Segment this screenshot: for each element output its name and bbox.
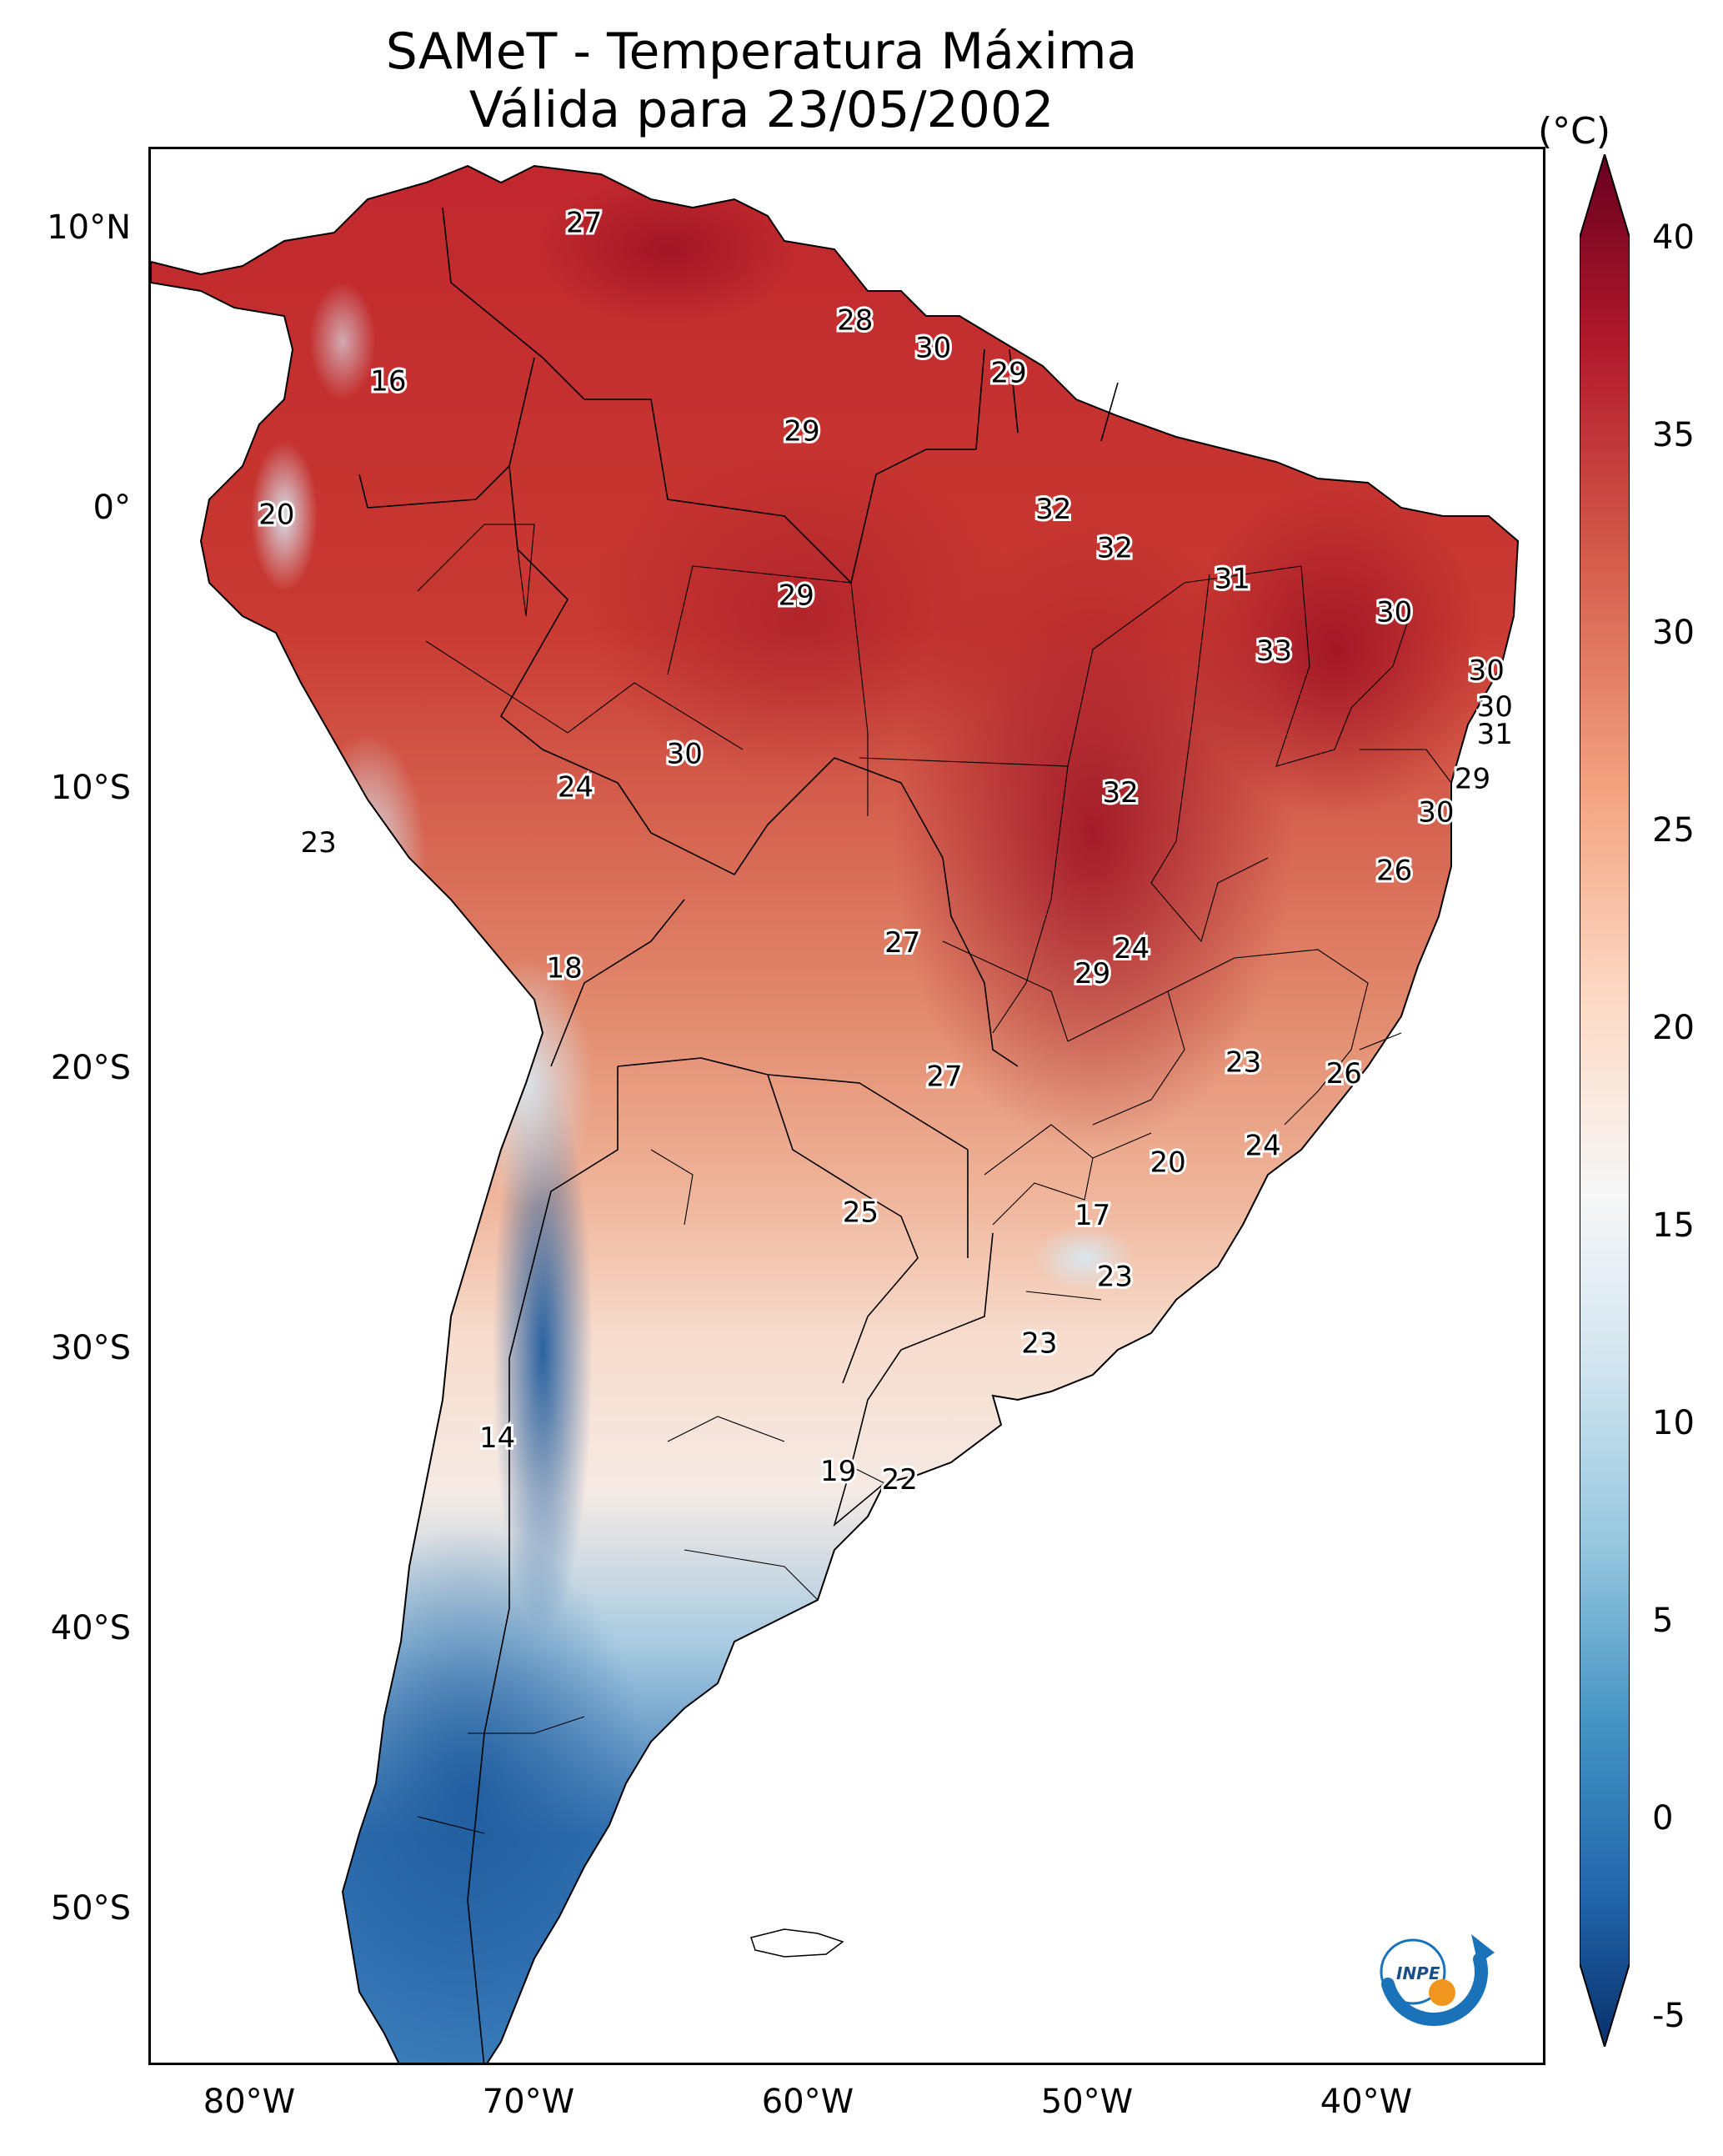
station-value-label: 30 xyxy=(1376,595,1412,629)
station-value-label: 31 xyxy=(1477,718,1513,751)
temperature-field xyxy=(151,166,1518,2063)
lon-label: 70°W xyxy=(482,2083,575,2121)
station-value-label: 18 xyxy=(546,951,582,985)
colorbar-tick-label: 30 xyxy=(1652,614,1695,652)
station-value-label: 14 xyxy=(479,1421,515,1455)
map-panel: 27 16 20 28 30 29 29 32 32 31 30 29 33 30 30 31 30 24 32 29… xyxy=(148,147,1545,2065)
colorbar-tick-label: -5 xyxy=(1652,1997,1685,2035)
falkland-islands xyxy=(750,1928,844,1958)
station-value-label: 22 xyxy=(882,1463,918,1497)
lon-label: 80°W xyxy=(203,2083,296,2121)
station-value-label: 23 xyxy=(300,826,336,860)
lat-label: 0° xyxy=(93,489,131,527)
station-value-label: 30 xyxy=(1418,796,1454,830)
colorbar-tick-label: 40 xyxy=(1652,218,1695,257)
station-value-label: 30 xyxy=(915,332,951,365)
lon-label: 60°W xyxy=(761,2083,854,2121)
station-value-label: 30 xyxy=(1469,654,1505,687)
svg-text:INPE: INPE xyxy=(1396,1963,1440,1983)
station-value-label: 32 xyxy=(1097,532,1133,565)
station-value-label: 27 xyxy=(926,1060,962,1093)
map-subtitle: Válida para 23/05/2002 xyxy=(468,81,1054,139)
station-value-label: 24 xyxy=(1114,932,1150,965)
state-borders xyxy=(417,524,1452,1834)
station-value-label: 29 xyxy=(779,579,814,612)
colorbar-tick-label: 0 xyxy=(1652,1799,1674,1838)
station-value-label: 26 xyxy=(1376,855,1412,888)
station-value-label: 25 xyxy=(843,1196,879,1230)
station-value-label: 20 xyxy=(258,499,294,532)
colorbar-unit: (°C) xyxy=(1538,110,1611,153)
station-value-label: 23 xyxy=(1097,1260,1133,1293)
colorbar-tick-label: 35 xyxy=(1652,416,1695,454)
station-value-label: 24 xyxy=(1245,1130,1280,1163)
station-value-label: 32 xyxy=(1102,776,1138,810)
station-value-label: 16 xyxy=(370,365,406,399)
lat-label: 10°N xyxy=(47,208,131,247)
station-value-label: 26 xyxy=(1326,1057,1362,1091)
map-title: SAMeT - Temperatura Máxima xyxy=(385,23,1138,81)
station-value-label: 33 xyxy=(1256,634,1292,668)
lat-label: 20°S xyxy=(50,1049,131,1087)
lon-label: 50°W xyxy=(1040,2083,1134,2121)
station-value-label: 32 xyxy=(1035,493,1071,526)
station-value-label: 24 xyxy=(558,771,594,805)
station-value-label: 31 xyxy=(1215,562,1250,595)
station-value-label: 27 xyxy=(884,926,920,960)
lat-label: 10°S xyxy=(50,769,131,807)
colorbar-tick-label: 25 xyxy=(1652,811,1695,850)
colorbar-tick-label: 20 xyxy=(1652,1009,1695,1047)
station-value-label: 23 xyxy=(1021,1327,1057,1361)
station-value-label: 19 xyxy=(820,1455,856,1488)
lon-label: 40°W xyxy=(1320,2083,1413,2121)
inpe-logo: INPE xyxy=(1380,1934,1495,2026)
station-value-label: 17 xyxy=(1074,1199,1110,1232)
station-value-label: 29 xyxy=(1455,763,1490,796)
station-value-label: 30 xyxy=(667,738,703,771)
station-value-label: 29 xyxy=(990,357,1026,390)
lat-label: 40°S xyxy=(50,1609,131,1647)
station-value-label: 29 xyxy=(784,415,819,449)
colorbar-tick-label: 5 xyxy=(1652,1602,1674,1640)
station-value-label: 28 xyxy=(837,303,873,337)
station-value-label: 27 xyxy=(566,207,602,240)
station-value-label: 30 xyxy=(1477,690,1513,724)
station-value-label: 29 xyxy=(1074,957,1110,990)
colorbar-tick-label: 10 xyxy=(1652,1404,1695,1442)
colorbar xyxy=(1580,154,1630,2047)
station-value-label: 20 xyxy=(1150,1146,1185,1180)
colorbar-tick-label: 15 xyxy=(1652,1206,1695,1245)
lat-label: 30°S xyxy=(50,1329,131,1367)
lat-label: 50°S xyxy=(50,1889,131,1928)
station-value-label: 23 xyxy=(1225,1046,1261,1080)
